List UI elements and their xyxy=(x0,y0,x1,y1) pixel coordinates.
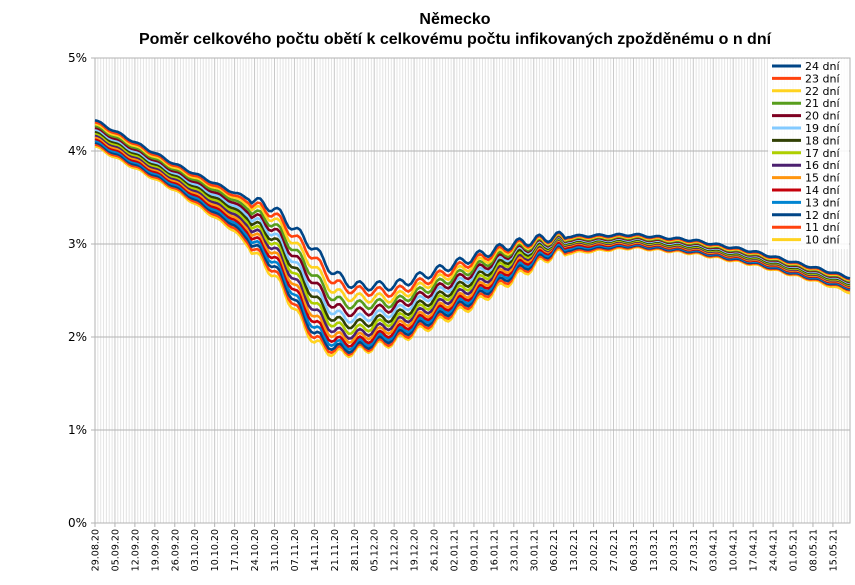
legend-label: 18 dní xyxy=(805,134,840,147)
plot-frame xyxy=(94,57,851,524)
x-tick-label: 29.08.20 xyxy=(91,529,102,571)
x-tick-label: 16.01.21 xyxy=(489,529,500,571)
legend-label: 21 dní xyxy=(805,97,840,110)
chart-title: Německo xyxy=(419,11,490,28)
y-tick-label: 1% xyxy=(68,423,87,437)
x-tick-label: 26.12.20 xyxy=(430,529,441,571)
x-tick-label: 30.01.21 xyxy=(529,529,540,571)
x-tick-label: 02.01.21 xyxy=(449,529,460,571)
x-tick-label: 27.03.21 xyxy=(689,529,700,571)
x-tick-label: 10.04.21 xyxy=(729,529,740,571)
x-tick-label: 19.12.20 xyxy=(410,529,421,571)
x-tick-label: 09.01.21 xyxy=(469,529,480,571)
x-tick-label: 14.11.20 xyxy=(310,529,321,571)
x-tick-label: 01.05.21 xyxy=(789,529,800,571)
x-tick-label: 27.02.21 xyxy=(609,529,620,571)
legend-label: 20 dní xyxy=(805,110,840,123)
legend-label: 13 dní xyxy=(805,196,840,209)
x-tick-label: 03.04.21 xyxy=(709,529,720,571)
x-tick-label: 23.01.21 xyxy=(509,529,520,571)
y-tick-label: 3% xyxy=(68,237,87,251)
legend-label: 11 dní xyxy=(805,221,840,234)
chart-subtitle: Poměr celkového počtu obětí k celkovému … xyxy=(139,31,772,48)
x-tick-label: 13.02.21 xyxy=(569,529,580,571)
axes: 0% 1% 2% 3% 4% 5% 29.08.20 05.09.20 12.09.20 19.0… xyxy=(68,51,851,571)
legend-label: 14 dní xyxy=(805,184,840,197)
x-tick-label: 13.03.21 xyxy=(649,529,660,571)
x-tick-label: 17.10.20 xyxy=(230,529,241,571)
x-tick-label: 17.04.21 xyxy=(749,529,760,571)
x-tick-label: 28.11.20 xyxy=(350,529,361,571)
legend-label: 22 dní xyxy=(805,85,840,98)
x-tick-label: 19.09.20 xyxy=(150,529,161,571)
x-tick-label: 05.12.20 xyxy=(370,529,381,571)
legend-label: 12 dní xyxy=(805,209,840,222)
y-tick-label: 4% xyxy=(68,144,87,158)
legend-label: 15 dní xyxy=(805,172,840,185)
x-tick-label: 07.11.20 xyxy=(290,529,301,571)
x-tick-label: 20.03.21 xyxy=(669,529,680,571)
x-tick-label: 15.05.21 xyxy=(828,529,839,571)
x-tick-label: 26.09.20 xyxy=(170,529,181,571)
x-tick-label: 31.10.20 xyxy=(270,529,281,571)
x-tick-label: 03.10.20 xyxy=(190,529,201,571)
x-tick-label: 24.04.21 xyxy=(769,529,780,571)
x-tick-label: 12.12.20 xyxy=(390,529,401,571)
legend-label: 19 dní xyxy=(805,122,840,135)
series-layer xyxy=(94,119,851,359)
x-tick-label: 06.03.21 xyxy=(629,529,640,571)
legend-label: 23 dní xyxy=(805,72,840,85)
y-tick-label: 0% xyxy=(68,516,87,530)
x-tick-label: 06.02.21 xyxy=(549,529,560,571)
y-tick-label: 5% xyxy=(68,51,87,65)
x-tick-label: 21.11.20 xyxy=(330,529,341,571)
x-tick-label: 20.02.21 xyxy=(589,529,600,571)
x-tick-label: 05.09.20 xyxy=(110,529,121,571)
y-tick-label: 2% xyxy=(68,330,87,344)
legend-label: 24 dní xyxy=(805,60,840,73)
legend-label: 16 dní xyxy=(805,159,840,172)
x-tick-label: 08.05.21 xyxy=(808,529,819,571)
x-tick-label: 24.10.20 xyxy=(250,529,261,571)
series-line xyxy=(94,119,851,292)
legend-label: 17 dní xyxy=(805,147,840,160)
legend-label: 10 dní xyxy=(805,234,840,247)
x-tick-label: 10.10.20 xyxy=(210,529,221,571)
x-tick-label: 12.09.20 xyxy=(130,529,141,571)
